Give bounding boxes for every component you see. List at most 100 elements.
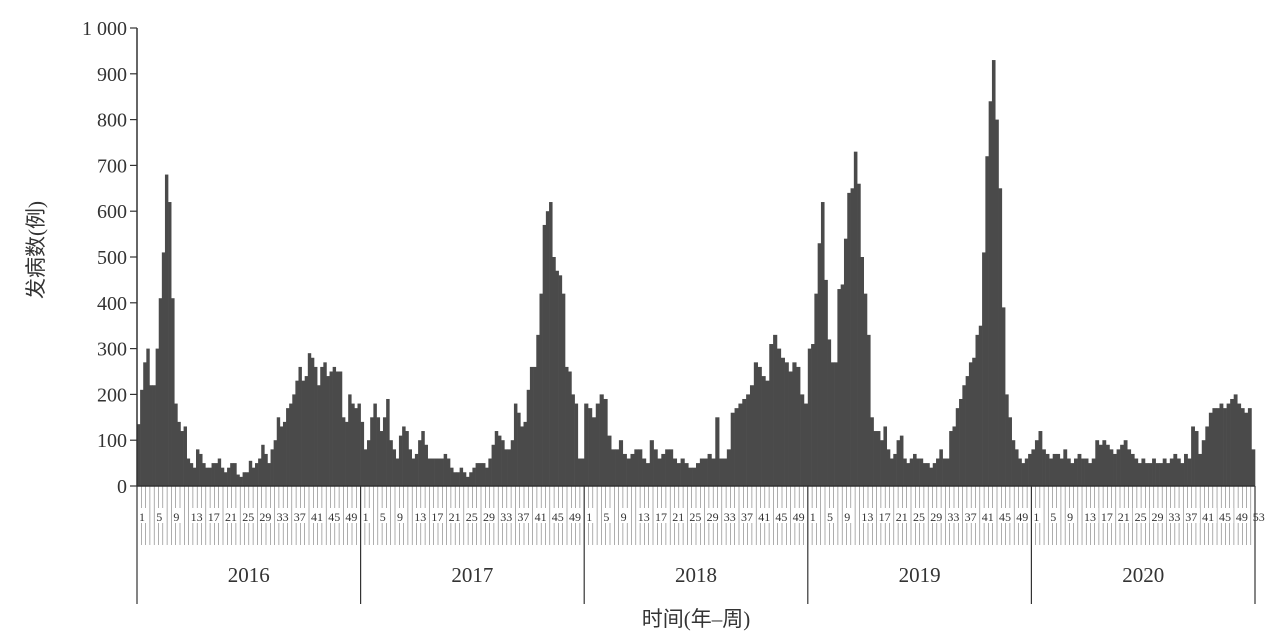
bar-2016-69	[348, 394, 352, 486]
week-label-background	[378, 508, 388, 523]
bar-2017-27	[443, 453, 448, 486]
bar-2019-18	[863, 293, 868, 486]
bar-2018-29	[692, 467, 697, 486]
bar-2019-46	[955, 408, 960, 486]
week-label: 49	[345, 510, 357, 524]
bar-2020-13	[1073, 458, 1078, 486]
bar-2019-21	[873, 431, 878, 486]
bar-2019-37	[926, 463, 930, 486]
week-label-background	[1099, 508, 1116, 523]
bar-2018-12	[626, 458, 631, 486]
bar-2018-34	[711, 458, 716, 486]
week-label: 29	[483, 510, 495, 524]
bar-2016-55	[304, 376, 309, 486]
bar-2020-41	[1173, 453, 1178, 486]
bar-2016-70	[351, 403, 355, 486]
bar-2016-27	[217, 458, 222, 486]
bar-2017-62	[555, 270, 559, 486]
bar-2020-32	[1141, 458, 1146, 486]
week-label-background	[172, 508, 182, 523]
bar-2019-29	[899, 435, 904, 486]
bar-2017-67	[571, 394, 575, 486]
bar-2019-2	[811, 344, 815, 486]
week-label-background	[808, 508, 818, 523]
bar-2016-59	[317, 385, 321, 486]
bar-2017-1	[360, 421, 365, 486]
bar-2019-66	[1021, 463, 1026, 486]
bar-2019-10	[837, 289, 841, 486]
bar-2017-54	[529, 366, 534, 486]
bar-2020-50	[1205, 426, 1210, 486]
week-label-background	[998, 508, 1014, 523]
week-label: 17	[879, 510, 891, 524]
bar-2020-44	[1184, 453, 1188, 486]
week-label: 41	[311, 510, 323, 524]
week-label: 21	[449, 510, 461, 524]
bar-2020-21	[1102, 440, 1107, 486]
week-label-background	[1150, 508, 1167, 523]
bar-2019-39	[932, 463, 937, 486]
bar-2017-7	[379, 431, 384, 486]
bar-2020-22	[1105, 444, 1110, 486]
y-tick-label: 1 000	[82, 18, 127, 40]
week-label-background	[447, 508, 464, 523]
bar-2020-57	[1230, 398, 1235, 486]
week-label: 21	[896, 510, 908, 524]
bar-2018-49	[769, 344, 774, 486]
bar-2020-20	[1098, 444, 1103, 486]
bar-2019-57	[991, 60, 996, 487]
bar-2016-28	[220, 467, 225, 486]
bar-2018-8	[611, 449, 616, 486]
week-label-background	[327, 508, 343, 523]
week-label: 33	[277, 510, 289, 524]
y-tick-label: 700	[97, 155, 127, 177]
bar-2017-52	[523, 421, 527, 486]
bar-2020-47	[1194, 431, 1199, 486]
bar-2016-10	[164, 174, 169, 486]
week-label: 45	[552, 510, 564, 524]
bar-2019-48	[962, 385, 966, 486]
bar-2017-42	[491, 444, 496, 486]
week-label: 41	[758, 510, 770, 524]
bar-2017-58	[542, 224, 547, 486]
bar-2016-34	[239, 476, 243, 486]
bar-2019-9	[834, 362, 838, 486]
week-label-background	[636, 508, 653, 523]
bar-2016-35	[242, 472, 246, 486]
bar-2020-24	[1113, 453, 1117, 486]
bar-2016-43	[267, 463, 271, 486]
bar-2020-58	[1233, 394, 1238, 486]
week-label-background	[430, 508, 446, 523]
bar-2019-14	[850, 188, 855, 487]
bar-2019-38	[929, 467, 934, 486]
bar-2018-19	[653, 449, 658, 486]
bar-2019-22	[876, 431, 881, 486]
bar-2020-25	[1116, 449, 1121, 486]
bar-2016-3	[143, 362, 147, 486]
bar-2017-4	[370, 417, 374, 486]
bar-2019-1	[807, 348, 812, 486]
week-label: 45	[1219, 510, 1231, 524]
bar-2019-23	[880, 440, 884, 486]
bar-2020-26	[1120, 444, 1124, 486]
week-label-background	[1066, 508, 1075, 523]
bar-2020-4	[1042, 449, 1046, 486]
week-label-background	[860, 508, 876, 523]
week-label: 9	[173, 510, 179, 524]
bar-2020-54	[1219, 403, 1224, 486]
bar-2016-38	[251, 467, 256, 486]
bar-2020-52	[1212, 408, 1217, 486]
bar-2016-16	[183, 426, 187, 486]
bar-2019-30	[903, 458, 907, 486]
week-label: 37	[294, 510, 306, 524]
bar-2018-2	[588, 408, 593, 486]
bar-2019-58	[995, 119, 999, 486]
bar-2016-62	[326, 376, 330, 486]
bar-2017-15	[405, 431, 409, 486]
bar-2017-16	[408, 449, 412, 486]
week-label-background	[929, 508, 945, 523]
bar-2016-30	[227, 467, 231, 486]
bar-2019-41	[939, 449, 943, 486]
